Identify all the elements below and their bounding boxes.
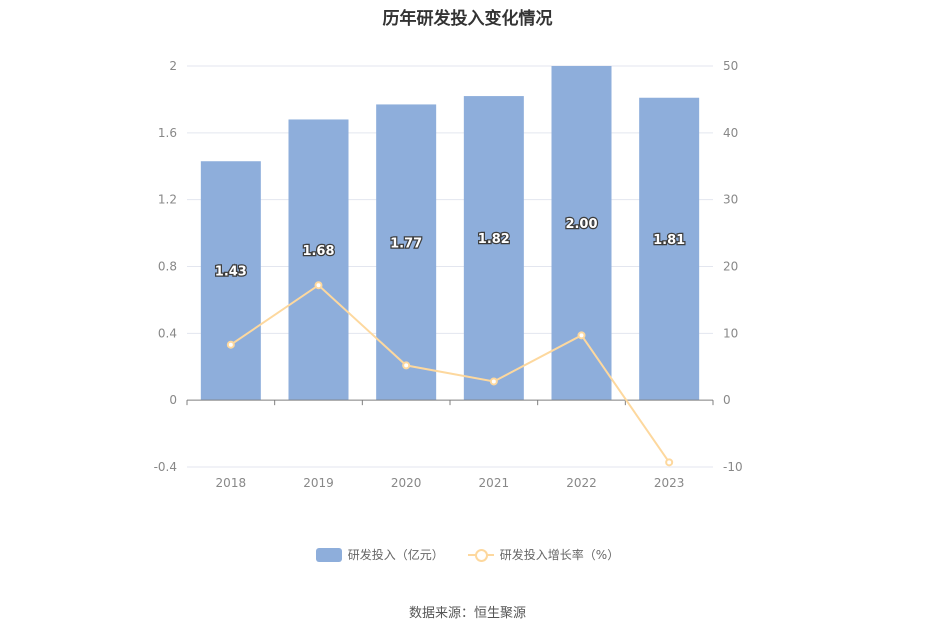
right-tick-label: 50 [723, 59, 738, 73]
growth-line-series [226, 281, 674, 467]
left-tick-label: 0.4 [158, 326, 177, 340]
legend-item-growth[interactable]: 研发投入增长率（%） [467, 546, 620, 563]
legend-bar-swatch [315, 547, 342, 562]
left-tick-label: 1.6 [158, 126, 177, 140]
right-axis-ticks: -10 0 10 20 30 40 50 [723, 59, 743, 474]
right-tick-label: -10 [723, 460, 743, 474]
data-source: 数据来源：恒生聚源 [408, 606, 526, 621]
left-tick-label: 2 [169, 59, 177, 73]
left-tick-label: 0.8 [158, 260, 177, 274]
right-tick-label: 40 [723, 126, 738, 140]
bar-2020 [376, 104, 437, 401]
right-tick-label: 0 [723, 393, 731, 407]
right-tick-label: 10 [723, 326, 738, 340]
growth-point-2023 [665, 458, 674, 467]
bar-2021 [463, 96, 524, 401]
legend-label-growth: 研发投入增长率（%） [499, 548, 620, 562]
bar-data-labels: 1.43 1.68 1.77 1.82 2.00 1.81 [214, 216, 687, 281]
bar-data-label-2020: 1.77 [390, 236, 422, 251]
grid-lines [187, 65, 713, 468]
right-tick-label: 20 [723, 260, 738, 274]
bar-data-label-2019: 1.68 [302, 244, 334, 259]
bar-series [200, 66, 700, 401]
growth-point-2018 [226, 340, 235, 349]
chart-title: 历年研发投入变化情况 [382, 9, 553, 29]
bar-data-label-2018: 1.43 [215, 265, 247, 280]
legend-item-investment[interactable]: 研发投入（亿元） [315, 546, 444, 563]
x-axis: 2018 2019 2020 2021 2022 2023 [186, 399, 714, 490]
growth-line [230, 283, 670, 463]
bar-2019 [288, 119, 349, 401]
growth-point-2021 [489, 377, 498, 386]
left-tick-label: 1.2 [158, 193, 177, 207]
x-tick-label-2021: 2021 [479, 476, 510, 490]
x-tick-label-2020: 2020 [391, 476, 422, 490]
bar-2018 [200, 161, 261, 401]
bar-data-label-2021: 1.82 [478, 232, 510, 247]
legend-label-investment: 研发投入（亿元） [347, 548, 444, 562]
right-tick-label: 30 [723, 193, 738, 207]
x-tick-label-2019: 2019 [303, 476, 334, 490]
left-tick-label: -0.4 [154, 460, 177, 474]
x-tick-label-2022: 2022 [566, 476, 597, 490]
growth-point-2019 [314, 281, 323, 290]
left-tick-label: 0 [169, 393, 177, 407]
legend: 研发投入（亿元） 研发投入增长率（%） [0, 546, 935, 563]
bar-data-label-2023: 1.81 [653, 233, 685, 248]
x-tick-label-2023: 2023 [654, 476, 685, 490]
legend-line-swatch [467, 548, 494, 562]
growth-point-2022 [577, 331, 586, 340]
bar-2022 [551, 66, 612, 401]
bar-data-label-2022: 2.00 [565, 217, 597, 232]
x-tick-label-2018: 2018 [216, 476, 247, 490]
left-axis-ticks: -0.4 0 0.4 0.8 1.2 1.6 2 [154, 59, 177, 474]
bar-2023 [639, 97, 700, 401]
growth-point-2020 [402, 361, 411, 370]
